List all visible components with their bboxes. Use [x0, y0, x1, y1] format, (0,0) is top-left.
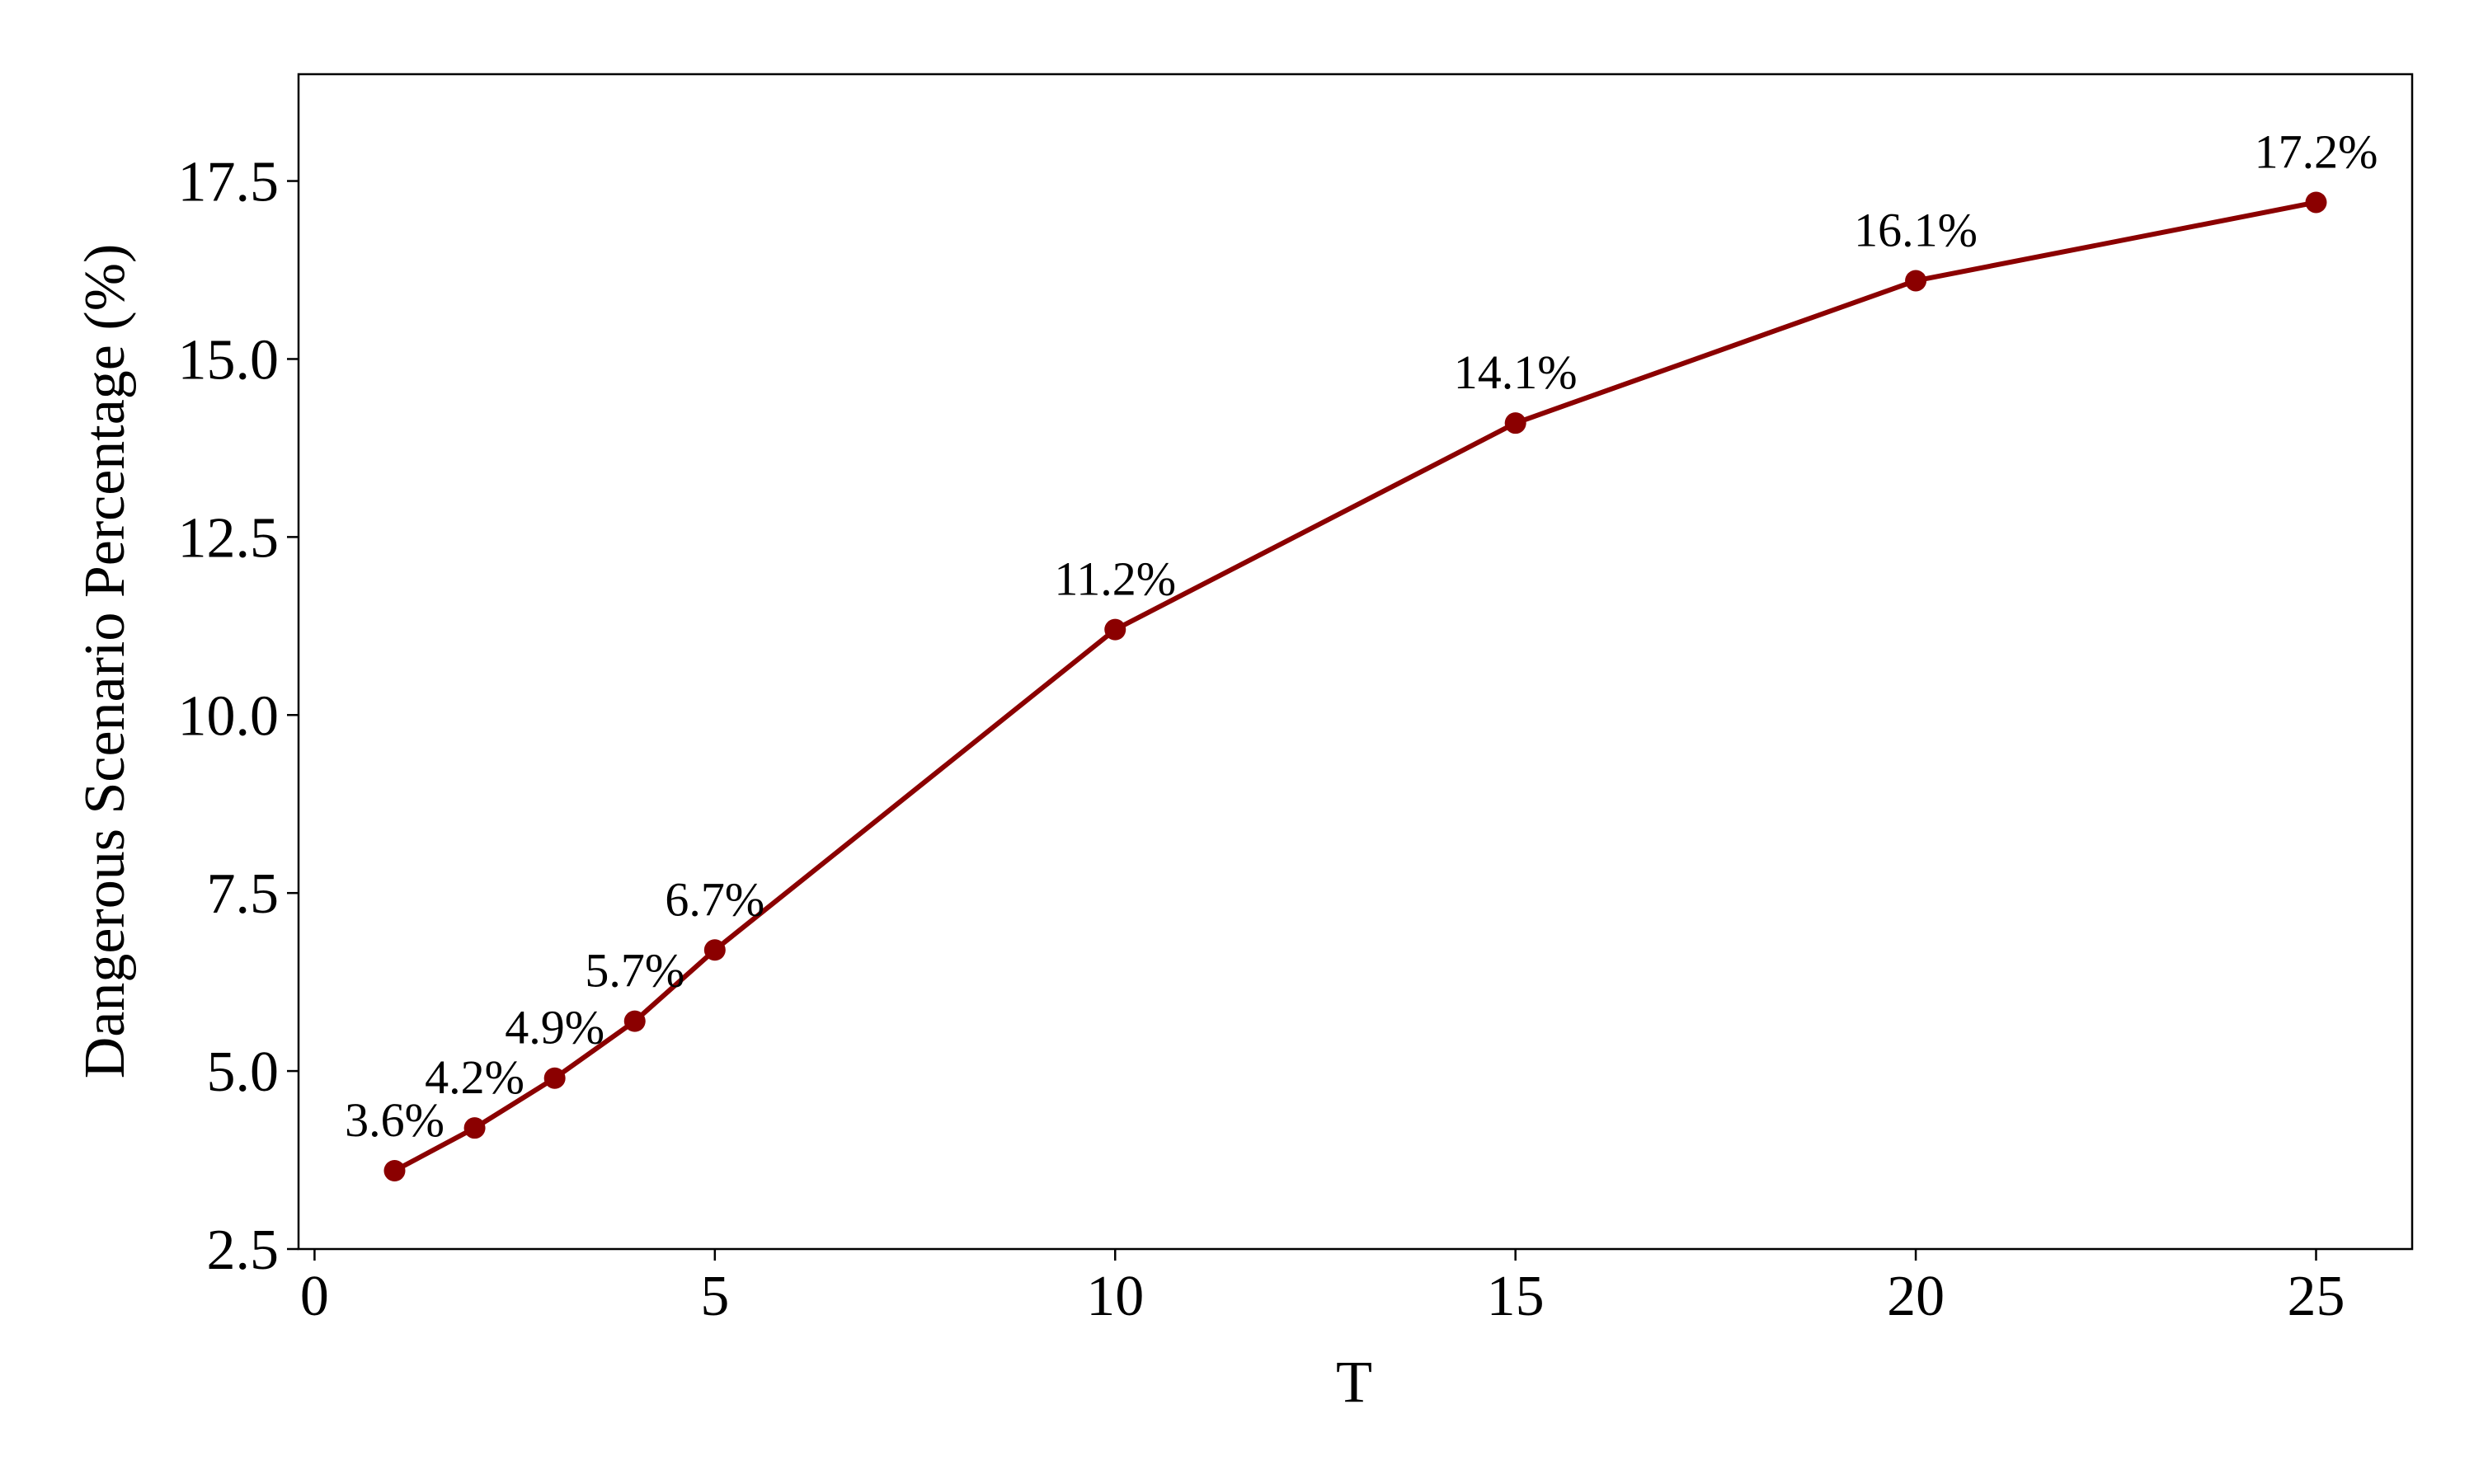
- y-axis-label: Dangerous Scenario Percentage (%): [73, 244, 137, 1079]
- value-label: 4.2%: [425, 1050, 524, 1104]
- value-label: 16.1%: [1854, 203, 1978, 256]
- y-tick-label: 12.5: [178, 506, 280, 570]
- y-tick-label: 2.5: [207, 1219, 280, 1282]
- y-tick-label: 17.5: [178, 151, 280, 214]
- value-label: 5.7%: [585, 944, 684, 998]
- value-label: 11.2%: [1054, 552, 1176, 606]
- value-label: 17.2%: [2255, 124, 2378, 178]
- x-tick-label: 0: [300, 1265, 329, 1328]
- value-label: 14.1%: [1454, 345, 1578, 399]
- data-point: [2305, 191, 2327, 214]
- value-label: 6.7%: [665, 872, 764, 926]
- x-tick-label: 10: [1086, 1265, 1144, 1328]
- data-point: [703, 939, 726, 961]
- x-tick-label: 5: [700, 1265, 729, 1328]
- data-line: [393, 200, 2317, 1173]
- data-point: [1905, 270, 1927, 292]
- value-label: 3.6%: [345, 1093, 444, 1147]
- x-axis-label: T: [1336, 1349, 1372, 1415]
- x-tick-label: 20: [1887, 1265, 1945, 1328]
- data-point: [543, 1067, 566, 1089]
- plot-frame: [297, 73, 2414, 1251]
- data-point: [1104, 618, 1126, 641]
- data-point: [1504, 412, 1526, 434]
- value-label: 4.9%: [505, 1001, 604, 1054]
- y-tick-label: 15.0: [178, 328, 280, 392]
- data-point: [623, 1010, 646, 1032]
- y-tick-label: 7.5: [207, 862, 280, 926]
- x-tick-label: 25: [2288, 1265, 2345, 1328]
- y-tick-label: 5.0: [207, 1040, 280, 1104]
- data-point: [463, 1117, 486, 1139]
- x-tick-label: 15: [1487, 1265, 1545, 1328]
- y-tick-label: 10.0: [178, 684, 280, 748]
- data-point: [383, 1160, 406, 1181]
